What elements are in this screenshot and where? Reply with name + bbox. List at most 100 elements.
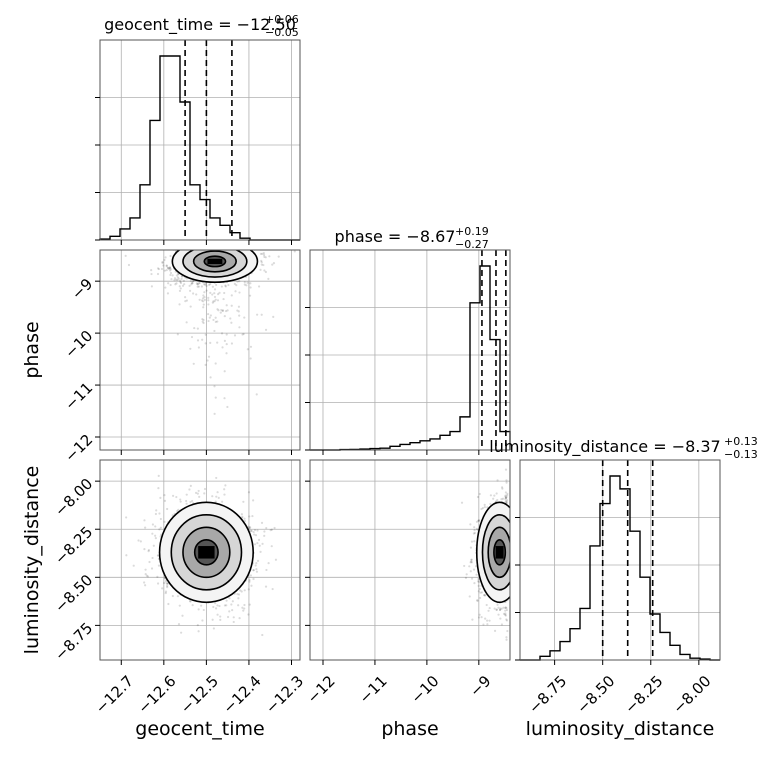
scatter-point [176,509,179,513]
scatter-point [255,393,258,396]
scatter-point [147,550,150,553]
scatter-point [139,540,142,543]
scatter-point [504,612,507,615]
scatter-point [211,495,214,498]
scatter-point [179,248,181,250]
scatter-point [154,525,157,528]
scatter-point [223,397,226,400]
scatter-point [168,267,172,270]
scatter-point [473,540,476,543]
scatter-point [196,623,199,627]
scatter-point [196,246,198,248]
scatter-point [177,273,180,276]
scatter-point [163,269,167,272]
scatter-point [505,479,508,482]
scatter-point [237,604,240,607]
scatter-point [259,252,263,255]
scatter-point [482,623,485,626]
scatter-point [249,574,253,577]
scatter-point [196,327,199,330]
scatter-point [221,309,224,313]
scatter-point [262,263,265,267]
scatter-point [504,491,507,494]
scatter-point [472,532,475,535]
scatter-point [157,474,160,477]
scatter-point [198,495,201,498]
scatter-point [209,291,212,295]
scatter-point [252,569,255,572]
panel-frame [99,249,301,451]
scatter-point [151,556,154,560]
scatter-point [271,587,274,591]
scatter-point [485,603,488,607]
scatter-point [237,310,240,313]
scatter-point [188,488,191,491]
scatter-point [249,529,253,532]
scatter-point [201,297,205,300]
scatter-point [245,284,248,287]
scatter-point [173,279,176,282]
histogram-step [99,55,300,241]
scatter-point [470,558,473,561]
y-tick-label-luminosity_distance: −8.00 [51,475,96,520]
scatter-point [206,359,209,362]
scatter-point [147,548,150,552]
density-peak [198,546,215,559]
scatter-point [192,279,195,283]
scatter-point [188,599,192,603]
scatter-point [208,244,210,246]
scatter-point [202,608,205,612]
scatter-point [211,285,214,288]
scatter-point [260,521,264,524]
scatter-point [255,562,258,565]
scatter-point [267,235,269,237]
scatter-point [474,565,478,568]
scatter-point [204,244,206,246]
scatter-point [248,515,251,518]
scatter-point [495,608,498,611]
tick-layer: −12.7−12.6−12.5−12.4−12.3−12 −11 −10 −9 −8.7… [51,97,715,717]
scatter-point [169,273,172,277]
scatter-point [197,282,201,285]
scatter-point [273,526,276,530]
scatter-point [203,247,205,249]
scatter-point [227,283,230,287]
scatter-point [498,608,502,611]
scatter-point [468,565,471,568]
x-tick-label-geocent_time: −12.3 [262,672,307,717]
scatter-point [497,613,500,616]
scatter-point [185,299,189,302]
scatter-point [255,568,258,571]
scatter-point [226,405,229,409]
scatter-point [265,526,268,530]
scatter-point [201,619,204,622]
scatter-point [253,543,257,546]
scatter-point [226,615,230,619]
scatter-point [505,618,508,621]
scatter-point [231,245,233,247]
scatter-point [159,526,162,529]
scatter-point [210,248,212,250]
scatter-point [209,243,211,245]
x-tick-label-luminosity_distance: −8.00 [669,672,714,717]
scatter-point [203,243,205,245]
scatter-point [264,270,267,274]
panel-frame [99,459,301,661]
scatter-point [262,252,265,255]
scatter-point [251,514,254,518]
scatter-point [225,604,228,607]
scatter-point [227,232,229,234]
scatter-point [205,245,207,247]
scatter-point [252,499,255,502]
scatter-point [198,281,201,285]
ylabel-luminosity-distance: luminosity_distance [21,466,43,655]
scatter-point [212,627,215,630]
scatter-point [260,259,263,263]
scatter-point [247,613,250,616]
scatter-point [178,279,182,282]
scatter-point [235,247,237,249]
scatter-point [189,242,191,244]
scatter-point [220,308,223,312]
density-peak [207,258,223,265]
scatter-point [219,311,222,314]
